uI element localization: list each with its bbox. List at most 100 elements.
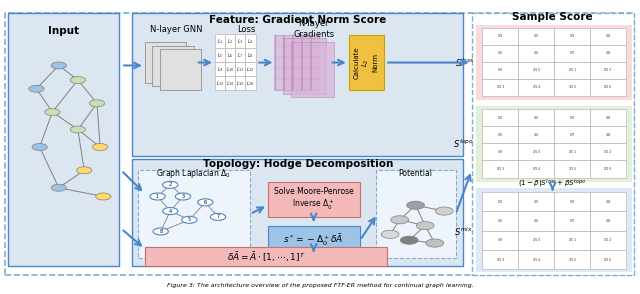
Text: Graph Laplacian $\Delta_0$: Graph Laplacian $\Delta_0$ [156, 167, 231, 180]
Text: Figure 3: The architecture overview of the proposed FTF-ER method for continual : Figure 3: The architecture overview of t… [166, 283, 474, 288]
FancyBboxPatch shape [590, 126, 626, 143]
FancyBboxPatch shape [483, 231, 518, 250]
Circle shape [416, 222, 434, 230]
Text: $s_{2}$: $s_{2}$ [533, 32, 540, 40]
Text: $S^{mix}$: $S^{mix}$ [454, 225, 473, 238]
FancyBboxPatch shape [483, 250, 518, 269]
FancyBboxPatch shape [291, 42, 334, 97]
FancyBboxPatch shape [268, 182, 360, 217]
Circle shape [32, 143, 47, 151]
FancyBboxPatch shape [8, 13, 119, 266]
FancyBboxPatch shape [283, 39, 326, 94]
FancyBboxPatch shape [518, 192, 554, 211]
Text: 5: 5 [188, 217, 191, 222]
FancyBboxPatch shape [590, 192, 626, 211]
FancyBboxPatch shape [518, 79, 554, 96]
FancyBboxPatch shape [215, 48, 225, 62]
Text: 7: 7 [216, 214, 220, 219]
FancyBboxPatch shape [554, 211, 590, 231]
FancyBboxPatch shape [476, 25, 632, 101]
Text: $s^* = -\Delta_0^+\delta\bar{A}$: $s^* = -\Delta_0^+\delta\bar{A}$ [284, 233, 344, 248]
Text: Calculate
$L_2$
Norm: Calculate $L_2$ Norm [354, 46, 378, 79]
Text: $L_5$: $L_5$ [217, 51, 223, 60]
Text: $L_{15}$: $L_{15}$ [236, 79, 244, 88]
Text: $s_{14}$: $s_{14}$ [532, 165, 541, 173]
Text: $s_{16}$: $s_{16}$ [604, 83, 612, 91]
Text: $L_8$: $L_8$ [247, 51, 254, 60]
Text: $s_{3}$: $s_{3}$ [569, 114, 575, 122]
FancyBboxPatch shape [132, 13, 463, 156]
FancyBboxPatch shape [145, 42, 186, 83]
Text: N-layer GNN: N-layer GNN [150, 25, 203, 34]
Text: $s_{8}$: $s_{8}$ [605, 49, 611, 57]
FancyBboxPatch shape [246, 76, 255, 90]
Circle shape [153, 228, 168, 235]
Text: $L_{10}$: $L_{10}$ [226, 65, 235, 74]
Text: $s_{4}$: $s_{4}$ [605, 198, 611, 206]
Text: $L_{11}$: $L_{11}$ [236, 65, 244, 74]
FancyBboxPatch shape [225, 34, 236, 48]
FancyBboxPatch shape [483, 45, 518, 62]
FancyBboxPatch shape [225, 62, 236, 76]
Text: $s_{2}$: $s_{2}$ [533, 114, 540, 122]
Text: N-layer
Gradients: N-layer Gradients [293, 19, 334, 39]
Circle shape [51, 62, 67, 69]
FancyBboxPatch shape [268, 225, 360, 255]
Text: $L_{14}$: $L_{14}$ [226, 79, 234, 88]
FancyBboxPatch shape [554, 28, 590, 45]
Text: $s_{11}$: $s_{11}$ [568, 148, 577, 156]
Circle shape [45, 108, 60, 116]
FancyBboxPatch shape [225, 48, 236, 62]
FancyBboxPatch shape [554, 161, 590, 178]
FancyBboxPatch shape [483, 79, 518, 96]
Text: $s_{13}$: $s_{13}$ [496, 165, 505, 173]
Text: $s_{14}$: $s_{14}$ [532, 83, 541, 91]
FancyBboxPatch shape [554, 79, 590, 96]
Text: Input: Input [48, 26, 79, 36]
FancyBboxPatch shape [590, 79, 626, 96]
Text: 2: 2 [169, 182, 172, 187]
Text: $s_{9}$: $s_{9}$ [497, 148, 504, 156]
Text: $s_{12}$: $s_{12}$ [604, 148, 612, 156]
FancyBboxPatch shape [376, 170, 456, 258]
FancyBboxPatch shape [518, 126, 554, 143]
Text: 8: 8 [159, 229, 163, 234]
FancyBboxPatch shape [132, 159, 463, 266]
FancyBboxPatch shape [160, 49, 202, 90]
FancyBboxPatch shape [518, 231, 554, 250]
FancyBboxPatch shape [554, 126, 590, 143]
Text: $s_{10}$: $s_{10}$ [532, 66, 541, 74]
FancyBboxPatch shape [554, 250, 590, 269]
Text: $s_{11}$: $s_{11}$ [568, 66, 577, 74]
FancyBboxPatch shape [476, 188, 632, 272]
Text: $s_{12}$: $s_{12}$ [604, 66, 612, 74]
FancyBboxPatch shape [554, 192, 590, 211]
Circle shape [70, 76, 86, 83]
FancyBboxPatch shape [518, 250, 554, 269]
FancyBboxPatch shape [483, 143, 518, 161]
Text: Loss: Loss [237, 25, 256, 34]
FancyBboxPatch shape [590, 109, 626, 126]
Circle shape [93, 143, 108, 151]
FancyBboxPatch shape [590, 62, 626, 79]
Text: $S^{loss}$: $S^{loss}$ [455, 56, 474, 69]
FancyBboxPatch shape [590, 161, 626, 178]
Text: $s_{5}$: $s_{5}$ [497, 131, 504, 139]
Text: $s_{10}$: $s_{10}$ [532, 236, 541, 244]
FancyBboxPatch shape [138, 170, 250, 258]
FancyBboxPatch shape [236, 62, 246, 76]
FancyBboxPatch shape [349, 35, 384, 90]
Text: $s_{9}$: $s_{9}$ [497, 236, 504, 244]
FancyBboxPatch shape [236, 48, 246, 62]
FancyBboxPatch shape [518, 109, 554, 126]
Text: $s_{1}$: $s_{1}$ [497, 114, 504, 122]
Text: $L_9$: $L_9$ [216, 65, 223, 74]
Circle shape [175, 193, 191, 200]
Text: $s_{3}$: $s_{3}$ [569, 32, 575, 40]
FancyBboxPatch shape [554, 62, 590, 79]
FancyBboxPatch shape [590, 211, 626, 231]
FancyBboxPatch shape [236, 76, 246, 90]
FancyBboxPatch shape [483, 28, 518, 45]
FancyBboxPatch shape [472, 13, 634, 275]
Text: $s_{4}$: $s_{4}$ [605, 114, 611, 122]
